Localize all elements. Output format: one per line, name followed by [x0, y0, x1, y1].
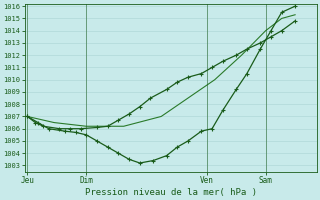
X-axis label: Pression niveau de la mer( hPa ): Pression niveau de la mer( hPa ) [84, 188, 257, 197]
